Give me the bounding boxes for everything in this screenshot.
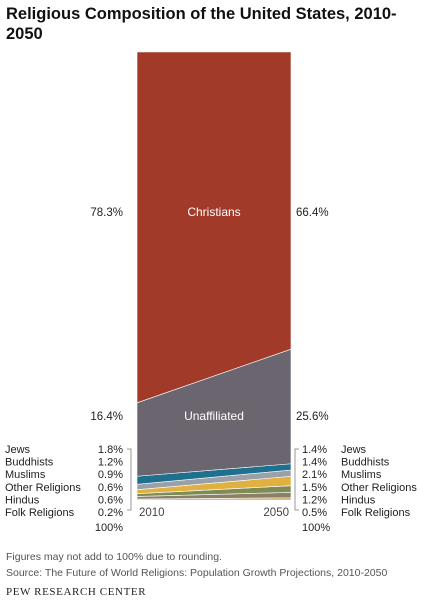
value-other-religions-2050: 1.5% [302, 482, 327, 494]
value-buddhists-2010: 1.2% [98, 457, 123, 469]
value-muslims-2050: 2.1% [302, 469, 327, 481]
left-name-hindus: Hindus [5, 494, 40, 506]
value-hindus-2010: 0.6% [98, 494, 123, 506]
source-note: Source: The Future of World Religions: P… [6, 567, 388, 579]
right-name-muslims: Muslims [341, 469, 382, 481]
value-christians-2010: 78.3% [90, 207, 123, 219]
left-name-buddhists: Buddhists [5, 457, 54, 469]
label-christians: Christians [187, 205, 240, 219]
value-folk-religions-2050: 0.5% [302, 507, 327, 519]
value-unaffiliated-2050: 25.6% [296, 411, 329, 423]
value-buddhists-2050: 1.4% [302, 457, 327, 469]
area-chart: Christians Unaffiliated 78.3% 66.4% 16.4% 25.… [5, 51, 417, 534]
right-name-jews: Jews [341, 444, 367, 456]
left-name-jews: Jews [5, 444, 31, 456]
value-folk-religions-2010: 0.2% [98, 507, 123, 519]
bracket-right [294, 448, 299, 511]
right-name-buddhists: Buddhists [341, 457, 390, 469]
footnote: Figures may not add to 100% due to round… [6, 551, 222, 563]
brand-logo: PEW RESEARCH CENTER [6, 586, 147, 598]
left-name-muslims: Muslims [5, 469, 46, 481]
right-name-hindus: Hindus [341, 494, 376, 506]
area-christians [136, 51, 292, 404]
value-jews-2010: 1.8% [98, 444, 123, 456]
year-2050: 2050 [263, 507, 289, 519]
value-hindus-2050: 1.2% [302, 494, 327, 506]
bracket-left [127, 448, 132, 511]
value-unaffiliated-2010: 16.4% [90, 411, 123, 423]
left-name-other-religions: Other Religions [5, 482, 81, 494]
total-2050: 100% [302, 522, 330, 534]
right-name-folk-religions: Folk Religions [341, 507, 411, 519]
left-name-folk-religions: Folk Religions [5, 507, 75, 519]
chart-title: Religious Composition of the United Stat… [6, 5, 397, 43]
right-name-other-religions: Other Religions [341, 482, 417, 494]
total-2010: 100% [95, 522, 123, 534]
value-muslims-2010: 0.9% [98, 469, 123, 481]
value-jews-2050: 1.4% [302, 444, 327, 456]
value-christians-2050: 66.4% [296, 207, 329, 219]
value-other-religions-2010: 0.6% [98, 482, 123, 494]
year-2010: 2010 [139, 507, 165, 519]
label-unaffiliated: Unaffiliated [184, 409, 244, 423]
